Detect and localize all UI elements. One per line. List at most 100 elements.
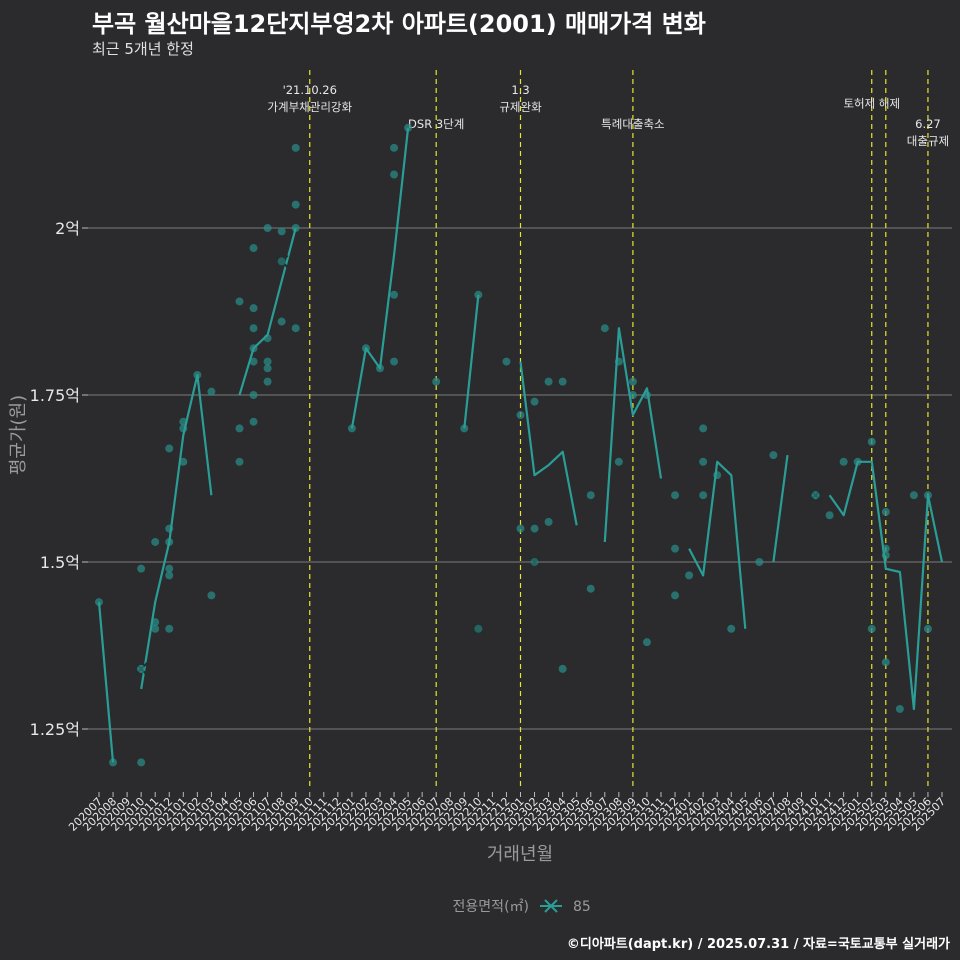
- data-point: [235, 297, 244, 306]
- data-point: [109, 758, 118, 767]
- source-caption: ©디아파트(dapt.kr) / 2025.07.31 / 자료=국토교통부 실…: [566, 937, 950, 952]
- data-point: [263, 357, 272, 366]
- data-point: [249, 324, 258, 333]
- data-point: [642, 638, 651, 647]
- data-point: [235, 457, 244, 466]
- data-point: [249, 304, 258, 313]
- data-point: [165, 571, 174, 580]
- data-point: [699, 424, 708, 433]
- x-marker-point: [277, 257, 286, 266]
- price-line: [97, 127, 944, 763]
- data-point: [390, 357, 399, 366]
- scatter-points: [95, 123, 932, 767]
- data-point: [671, 544, 680, 553]
- y-tick-label: 1.75억: [30, 386, 80, 405]
- data-point: [881, 658, 890, 667]
- data-point: [277, 317, 286, 326]
- y-axis-label: 평균가(원): [8, 395, 29, 475]
- data-point: [235, 424, 244, 433]
- data-point: [867, 624, 876, 633]
- data-point: [825, 511, 834, 520]
- event-annotation: 규제완화: [499, 100, 542, 114]
- data-point: [755, 558, 764, 566]
- data-point: [502, 357, 511, 366]
- series-line-85: [828, 460, 944, 711]
- data-point: [165, 624, 174, 633]
- event-annotation: 1.3: [511, 83, 529, 97]
- data-point: [137, 564, 146, 573]
- series-line-85: [772, 454, 789, 563]
- data-point: [628, 377, 637, 386]
- data-point: [277, 227, 286, 236]
- event-annotation: '21.10.26: [283, 83, 337, 97]
- x-axis-ticks: 2020072020082020092020102020112020122021…: [66, 792, 948, 834]
- data-point: [839, 457, 848, 466]
- data-point: [699, 457, 708, 466]
- data-point: [249, 244, 258, 253]
- chart-title: 부곡 월산마을12단지부영2차 아파트(2001) 매매가격 변화: [92, 10, 706, 38]
- data-point: [544, 377, 553, 386]
- data-point: [390, 143, 399, 152]
- legend-title: 전용면적(㎡): [453, 899, 529, 915]
- series-line-85: [519, 361, 578, 526]
- y-axis-ticks: 1.25억 1.5억 1.75억 2억: [30, 219, 88, 739]
- data-point: [207, 387, 216, 396]
- series-line-85: [603, 327, 663, 543]
- event-annotation: 가계부채관리강화: [267, 100, 352, 114]
- data-point: [432, 377, 441, 386]
- data-point: [516, 411, 525, 420]
- data-point: [249, 391, 258, 399]
- series-line-85: [238, 227, 297, 396]
- x-marker-point: [137, 664, 146, 673]
- event-annotation: DSR 3단계: [408, 117, 464, 131]
- data-point: [923, 624, 932, 633]
- x-marker-point: [474, 624, 483, 633]
- data-point: [895, 704, 904, 713]
- data-point: [881, 507, 890, 516]
- chart-subtitle: 최근 5개년 한정: [92, 40, 194, 58]
- data-point: [909, 491, 918, 500]
- series-line-85: [350, 127, 410, 429]
- data-point: [867, 437, 876, 446]
- data-point: [151, 537, 160, 546]
- data-point: [165, 564, 174, 573]
- event-annotation: 토허제 해제: [843, 97, 900, 111]
- x-marker-point: [530, 558, 539, 566]
- series-line-85: [463, 294, 480, 429]
- data-point: [530, 524, 539, 533]
- legend-entry-85: 85: [573, 899, 591, 915]
- data-point: [685, 571, 694, 580]
- data-point: [516, 524, 525, 533]
- data-point: [165, 444, 174, 453]
- event-annotation: 대출규제: [907, 134, 949, 148]
- data-point: [95, 598, 103, 607]
- y-tick-label: 1.5억: [40, 553, 80, 572]
- data-point: [291, 143, 300, 152]
- event-annotation: 특례대출축소: [601, 117, 664, 131]
- data-point: [249, 357, 258, 366]
- data-point: [390, 290, 399, 299]
- legend: 전용면적(㎡) 85: [453, 899, 591, 915]
- x-axis-label: 거래년월: [487, 844, 553, 865]
- data-point: [600, 324, 609, 333]
- data-point: [586, 584, 595, 593]
- data-point: [558, 377, 567, 386]
- data-point: [558, 664, 567, 673]
- series-line-85: [688, 460, 747, 629]
- event-annotation: 6.27: [915, 117, 941, 131]
- data-point: [727, 624, 736, 633]
- data-point: [614, 457, 623, 466]
- legend-x-swatch: [544, 899, 558, 913]
- data-point: [249, 417, 258, 426]
- data-point: [671, 491, 680, 500]
- data-point: [263, 364, 272, 373]
- data-point: [390, 170, 399, 179]
- data-point: [586, 491, 595, 500]
- data-point: [291, 200, 300, 209]
- series-line-85: [140, 373, 213, 690]
- data-point: [769, 451, 778, 460]
- data-point: [207, 591, 216, 600]
- y-tick-label: 1.25억: [30, 720, 80, 739]
